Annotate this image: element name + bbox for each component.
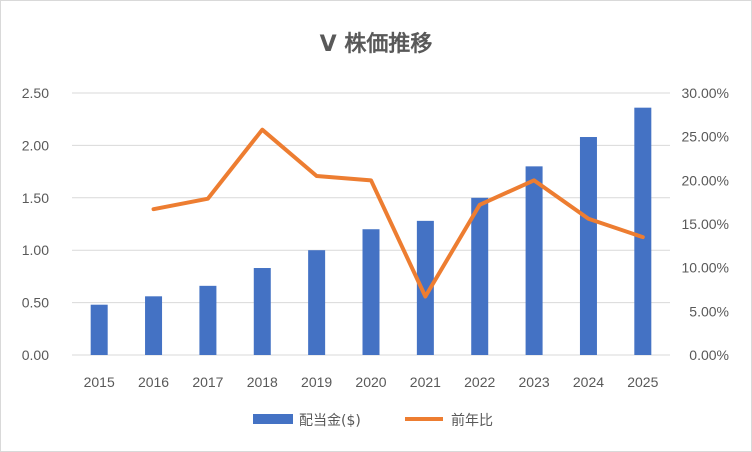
right-tick-label: 20.00% — [682, 172, 729, 188]
right-tick-label: 10.00% — [682, 260, 729, 276]
bar-series — [90, 107, 652, 355]
x-tick-label: 2017 — [192, 374, 223, 390]
x-tick-label: 2022 — [464, 374, 495, 390]
line-series — [151, 127, 645, 299]
right-tick-label: 25.00% — [682, 129, 729, 145]
x-axis: 2015 2016 2017 2018 2019 2020 2021 2022 2023 2024… — [84, 374, 659, 390]
right-axis: 0.00% 5.00% 10.00% 15.00% 20.00% 25.00% 30.00% — [682, 85, 729, 363]
bar — [362, 229, 380, 355]
legend-swatch-bar — [253, 414, 293, 424]
bar — [416, 220, 434, 355]
legend-label-line: 前年比 — [451, 412, 493, 429]
left-tick-label: 0.50 — [22, 295, 49, 311]
bar — [525, 166, 543, 355]
left-tick-label: 2.00 — [22, 137, 49, 153]
right-tick-label: 5.00% — [689, 303, 729, 319]
bar — [634, 107, 652, 355]
x-tick-label: 2018 — [247, 374, 278, 390]
x-tick-label: 2016 — [138, 374, 169, 390]
x-tick-label: 2021 — [410, 374, 441, 390]
left-tick-label: 1.00 — [22, 242, 49, 258]
x-tick-label: 2025 — [627, 374, 658, 390]
right-tick-label: 0.00% — [689, 347, 729, 363]
x-tick-label: 2019 — [301, 374, 332, 390]
x-tick-label: 2024 — [573, 374, 604, 390]
x-tick-label: 2015 — [84, 374, 115, 390]
bar — [199, 285, 217, 355]
left-tick-label: 2.50 — [22, 85, 49, 101]
x-tick-label: 2023 — [519, 374, 550, 390]
bar — [471, 197, 489, 355]
bar — [90, 304, 108, 355]
left-tick-label: 1.50 — [22, 190, 49, 206]
bar — [308, 250, 326, 355]
legend: 配当金($) 前年比 — [253, 412, 493, 429]
right-tick-label: 15.00% — [682, 216, 729, 232]
right-tick-label: 30.00% — [682, 85, 729, 101]
bar — [579, 137, 597, 355]
chart-title: V 株価推移 — [320, 31, 433, 57]
left-tick-label: 0.00 — [22, 347, 49, 363]
bar — [145, 296, 163, 355]
bar — [253, 268, 271, 355]
left-axis: 0.00 0.50 1.00 1.50 2.00 2.50 — [22, 85, 49, 363]
legend-label-bar: 配当金($) — [299, 413, 361, 429]
yoy-line — [151, 127, 645, 299]
x-tick-label: 2020 — [355, 374, 386, 390]
